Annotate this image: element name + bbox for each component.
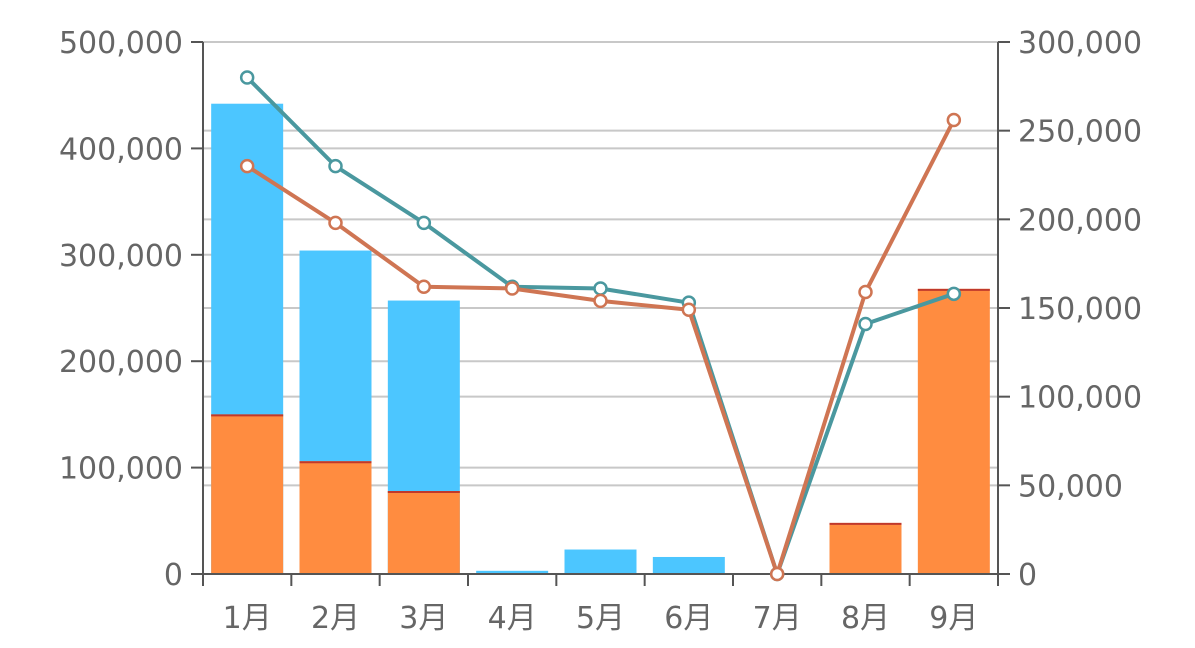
category-label: 3月 xyxy=(399,601,448,636)
axes xyxy=(191,41,1010,586)
bar-s1-0 xyxy=(211,414,284,574)
line-point-s0-8 xyxy=(946,286,962,302)
line-point-s1-1 xyxy=(328,215,343,231)
right-tick-label: 50,000 xyxy=(1018,469,1123,504)
line-point-s0-1 xyxy=(328,158,343,174)
line-point-s0-2 xyxy=(416,215,432,231)
left-tick-label: 0 xyxy=(164,558,183,593)
bar-s1-2 xyxy=(387,491,460,574)
line-point-s1-0 xyxy=(239,158,255,174)
bar-s0-4 xyxy=(564,549,637,574)
right-tick-label: 300,000 xyxy=(1018,26,1142,61)
right-tick-label: 0 xyxy=(1018,558,1037,593)
line-point-s1-4 xyxy=(593,293,608,309)
left-tick-label: 100,000 xyxy=(59,452,183,487)
line-point-s1-6 xyxy=(769,566,785,582)
line-point-s1-7 xyxy=(858,284,873,300)
bar-s0-5 xyxy=(652,556,725,574)
left-tick-label: 400,000 xyxy=(59,132,183,167)
line-point-s0-7 xyxy=(858,316,873,332)
line-point-s0-4 xyxy=(593,281,608,296)
bars xyxy=(211,103,990,574)
left-tick-label: 500,000 xyxy=(59,26,183,61)
line-point-s1-3 xyxy=(504,281,520,296)
right-tick-label: 150,000 xyxy=(1018,292,1142,327)
line-series xyxy=(239,70,962,582)
line-point-s0-0 xyxy=(239,70,255,85)
category-label: 9月 xyxy=(929,601,978,636)
category-label: 5月 xyxy=(576,601,625,636)
category-label: 6月 xyxy=(664,601,713,636)
bar-s1-1 xyxy=(299,461,372,574)
line-point-s1-8 xyxy=(946,112,962,128)
right-tick-label: 100,000 xyxy=(1018,381,1142,416)
bar-s0-3 xyxy=(476,570,549,574)
category-label: 2月 xyxy=(311,601,360,636)
category-label: 4月 xyxy=(488,601,537,636)
bar-s1-7 xyxy=(829,522,902,574)
right-tick-label: 200,000 xyxy=(1018,203,1142,238)
left-tick-label: 300,000 xyxy=(59,239,183,274)
category-label: 1月 xyxy=(223,601,272,636)
line-point-s1-2 xyxy=(416,279,432,294)
category-label: 7月 xyxy=(753,601,802,636)
right-tick-label: 250,000 xyxy=(1018,115,1142,150)
tick-labels: 0 100,000 200,000 300,000 400,000 500,000 0 50,… xyxy=(59,26,1142,636)
line-point-s1-5 xyxy=(681,302,697,318)
bar-s1-8 xyxy=(917,288,990,574)
category-label: 8月 xyxy=(841,601,890,636)
left-tick-label: 200,000 xyxy=(59,345,183,380)
